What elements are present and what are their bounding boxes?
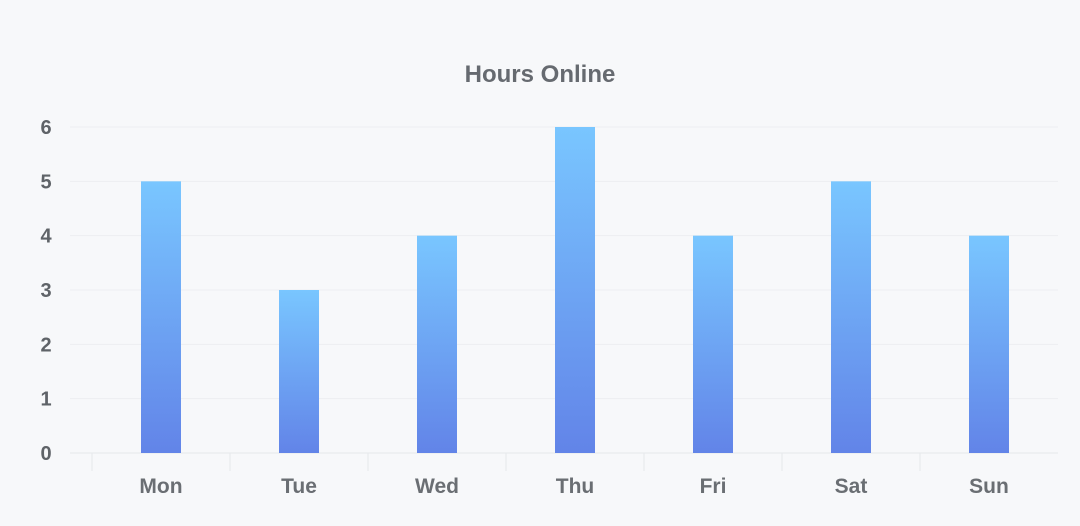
- bar-mon: [141, 181, 181, 454]
- x-tick-label-sat: Sat: [835, 475, 868, 498]
- x-axis-ticks: Mon Tue Wed Thu Fri Sat Sun: [91, 453, 1009, 498]
- y-axis-ticks: 0 1 2 3 4 5 6: [40, 117, 52, 465]
- bar-thu: [555, 127, 595, 453]
- x-tick-label-tue: Tue: [281, 475, 317, 498]
- y-tick-label: 3: [40, 280, 51, 302]
- x-tick-label-mon: Mon: [139, 475, 182, 498]
- bar-fri: [693, 235, 733, 453]
- x-tick-label-wed: Wed: [415, 475, 459, 498]
- y-tick-label: 4: [40, 226, 52, 248]
- bar-sun: [969, 235, 1009, 453]
- y-tick-label: 5: [40, 171, 51, 193]
- y-tick-label: 6: [40, 117, 51, 139]
- bar-wed: [417, 235, 457, 453]
- bar-sat: [831, 181, 871, 454]
- x-tick-label-thu: Thu: [556, 475, 594, 498]
- chart-title: Hours Online: [465, 61, 616, 88]
- x-tick-label-sun: Sun: [969, 475, 1009, 498]
- x-tick-label-fri: Fri: [700, 475, 727, 498]
- bars: [141, 127, 1009, 454]
- y-tick-label: 1: [40, 389, 51, 411]
- y-tick-label: 2: [40, 334, 51, 356]
- bar-tue: [279, 290, 319, 453]
- y-tick-label: 0: [40, 443, 51, 465]
